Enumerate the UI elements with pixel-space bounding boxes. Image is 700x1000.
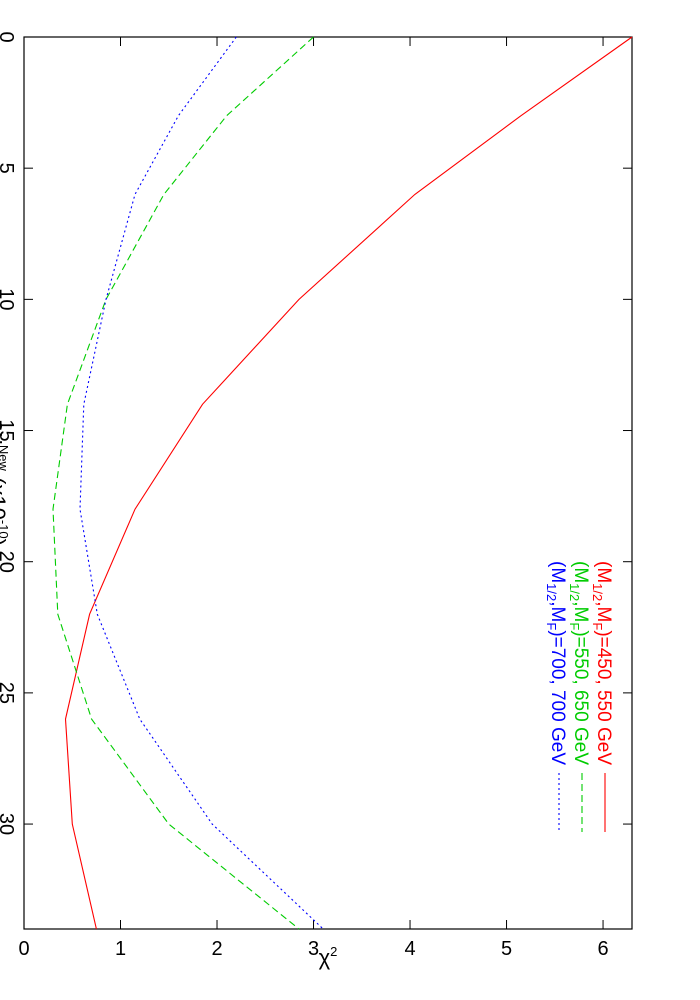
x-axis-title-end: )	[0, 539, 10, 546]
series-line-2	[52, 36, 314, 930]
y-tick-label-5: 5	[501, 938, 512, 960]
x-tick-label-2: 10	[0, 288, 17, 310]
x-axis-title-base: aμ	[0, 420, 10, 445]
x-tick-label-6: 30	[0, 813, 17, 835]
plot-frame	[23, 36, 633, 930]
y-tick-label-0: 0	[18, 938, 29, 960]
legend-label-2: (M1/2,MF)=550, 650 GeV	[567, 561, 591, 765]
x-tick-label-1: 5	[0, 163, 17, 174]
x-tick-label-0: 0	[0, 31, 17, 42]
x-axis-title: aμNew (x10-10)	[0, 420, 11, 546]
y-axis-title-sup: 2	[330, 944, 337, 959]
series-line-1	[64, 36, 633, 930]
legend-label-1: (M1/2,MF)=450, 550 GeV	[590, 561, 614, 765]
y-tick-label-3: 3	[308, 938, 319, 960]
axis-ticks: 0510152025300123456	[0, 31, 632, 960]
series-lines	[52, 36, 633, 930]
y-tick-label-2: 2	[211, 938, 222, 960]
x-axis-title-sup: New	[0, 445, 11, 472]
series-line-3	[79, 36, 324, 930]
legend: (M1/2,MF)=450, 550 GeV(M1/2,MF)=550, 650…	[544, 561, 614, 832]
x-axis-title-suffix-sup: -10	[0, 520, 11, 539]
y-tick-label-4: 4	[404, 938, 415, 960]
x-axis-title-suffix: (x10	[0, 471, 10, 520]
x-tick-label-4: 20	[0, 551, 17, 573]
y-tick-label-6: 6	[597, 938, 608, 960]
x-tick-label-5: 25	[0, 682, 17, 704]
y-tick-label-1: 1	[115, 938, 126, 960]
y-axis-title-base: χ	[319, 945, 331, 970]
y-axis-title: χ2	[319, 944, 338, 970]
legend-label-3: (M1/2,MF)=700, 700 GeV	[544, 561, 568, 765]
x-tick-label-3: 15	[0, 419, 17, 441]
